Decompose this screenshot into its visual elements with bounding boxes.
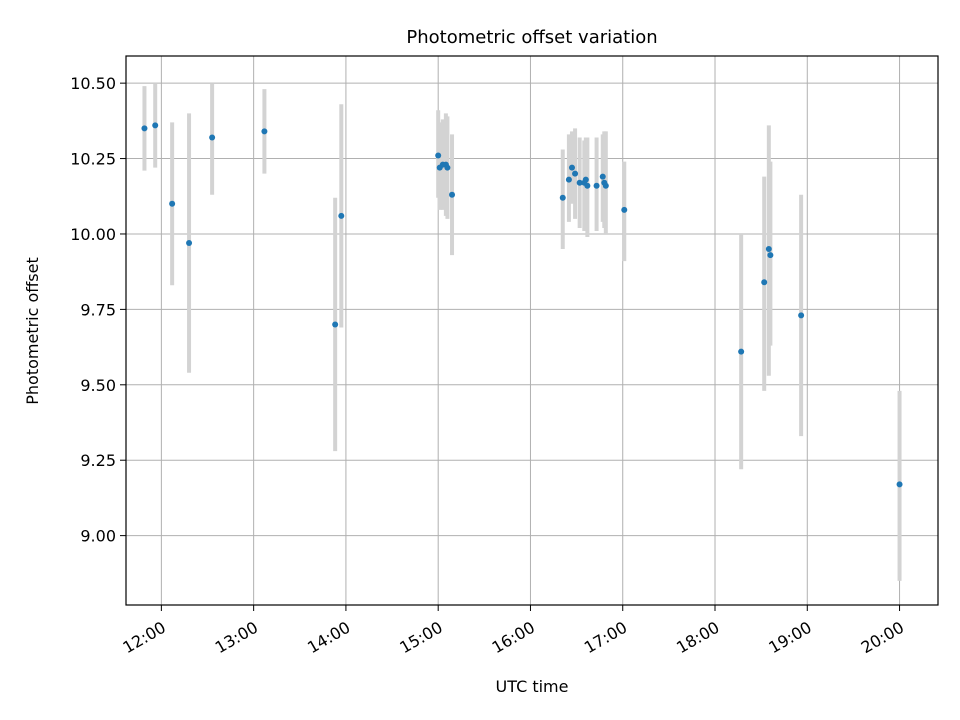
data-point [261, 128, 268, 135]
data-point [186, 240, 193, 247]
data-points [141, 122, 903, 488]
data-point [568, 164, 575, 171]
data-point [765, 246, 772, 253]
chart-title: Photometric offset variation [406, 27, 657, 48]
data-point [798, 312, 805, 319]
data-point [169, 200, 176, 207]
data-point [599, 173, 606, 180]
y-tick-label: 9.50 [80, 376, 116, 395]
data-point [141, 125, 148, 132]
data-point [338, 212, 345, 219]
data-point [738, 348, 745, 355]
y-tick-label: 9.25 [80, 451, 116, 470]
data-point [572, 170, 579, 177]
y-axis-title: Photometric offset [23, 257, 42, 405]
data-point [767, 252, 774, 259]
grid [126, 56, 938, 605]
data-point [565, 176, 572, 183]
data-point [449, 191, 456, 198]
data-point [602, 182, 609, 189]
data-point [559, 194, 566, 201]
data-point [209, 134, 216, 141]
x-axis-title: UTC time [496, 677, 569, 696]
data-point [582, 176, 589, 183]
data-point [444, 164, 451, 171]
data-point [576, 179, 583, 186]
y-tick-label: 9.75 [80, 300, 116, 319]
y-axis-ticks: 9.00 9.25 9.50 9.75 10.00 10.25 10.50 [70, 74, 126, 546]
data-point [621, 206, 628, 213]
data-point [896, 481, 903, 488]
plot-frame [125, 55, 939, 606]
y-tick-label: 10.25 [70, 150, 116, 169]
data-point [332, 321, 339, 328]
data-point [435, 152, 442, 159]
data-point [593, 182, 600, 189]
y-tick-label: 10.50 [70, 74, 116, 93]
y-tick-label: 10.00 [70, 225, 116, 244]
data-point [584, 182, 591, 189]
data-point [152, 122, 159, 129]
data-point [761, 279, 768, 286]
y-tick-label: 9.00 [80, 527, 116, 546]
